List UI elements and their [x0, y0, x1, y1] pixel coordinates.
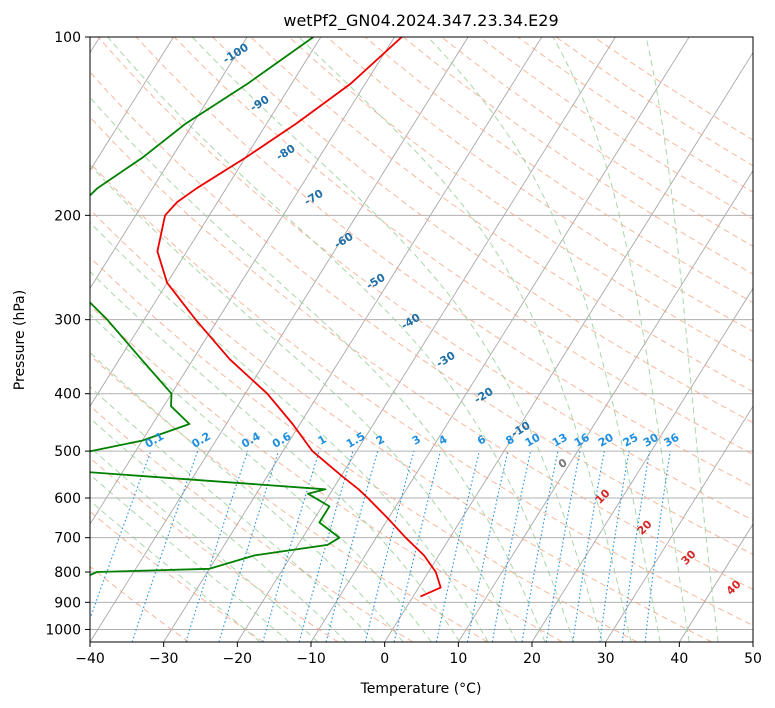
- y-tick-label: 500: [54, 444, 81, 460]
- y-tick-label: 200: [54, 208, 81, 224]
- dry-adiabat: [135, 37, 753, 488]
- x-tick-label: −30: [149, 651, 179, 667]
- dry-adiabat: [364, 37, 753, 304]
- x-tick-label: −10: [296, 651, 326, 667]
- y-tick-label: 1000: [45, 622, 81, 638]
- moist-adiabat: [90, 473, 290, 642]
- mixing-ratio-line: [393, 450, 442, 642]
- x-tick-label: 40: [670, 651, 688, 667]
- isotherm-line: [310, 37, 690, 642]
- data-layer: [90, 37, 442, 598]
- x-tick-label: 30: [597, 651, 615, 667]
- chart-title: wetPf2_GN04.2024.347.23.34.E29: [283, 11, 558, 31]
- dry-adiabat: [90, 510, 264, 642]
- y-tick-label: 300: [54, 313, 81, 329]
- dry-adiabat: [326, 37, 753, 333]
- x-tick-label: −20: [223, 651, 253, 667]
- x-axis-label: Temperature (°C): [360, 681, 482, 697]
- plot-frame: [89, 36, 754, 643]
- mixing-ratio-line: [364, 450, 415, 642]
- moist-adiabat: [90, 446, 319, 642]
- isotherm-line: [605, 405, 753, 642]
- mixing-ratio-line: [644, 451, 671, 642]
- isotherm-line: [90, 37, 322, 408]
- y-tick-label: 400: [54, 387, 81, 403]
- moist-adiabat: [90, 221, 489, 642]
- mixing-ratio-line: [298, 450, 354, 642]
- temperature-profile-line: [156, 37, 442, 598]
- y-tick-label: 100: [54, 30, 81, 46]
- axis-ticks: −40 −30 −20 −10 0 10 20 30 40 50 100 200 300 400 500 60…: [45, 30, 762, 667]
- dewpoint-profile-line: [90, 37, 341, 577]
- moist-adiabat: [427, 37, 661, 642]
- x-tick-label: 50: [744, 651, 762, 667]
- moist-adiabat: [90, 164, 517, 642]
- moist-adiabat: [298, 37, 632, 642]
- dry-adiabat: [90, 116, 753, 591]
- moist-adiabat: [90, 313, 432, 642]
- isotherm-line: [384, 51, 753, 642]
- y-tick-label: 600: [54, 491, 81, 507]
- dry-adiabat: [90, 565, 190, 642]
- dry-adiabat: [90, 71, 753, 555]
- mixing-ratio-line: [218, 450, 280, 642]
- mixing-ratio-line: [131, 450, 199, 642]
- mixing-ratio-line: [621, 451, 651, 642]
- dry-adiabat: [97, 37, 753, 521]
- isotherm-line: [90, 37, 248, 290]
- moist-adiabat: [90, 96, 546, 642]
- y-tick-label: 900: [54, 595, 81, 611]
- moist-adiabat: [90, 351, 404, 642]
- dry-adiabat: [90, 457, 339, 642]
- isotherm-line: [163, 37, 543, 642]
- moist-adiabat: [645, 37, 719, 642]
- mixing-ratio-line: [185, 450, 249, 642]
- moist-adiabat: [90, 417, 347, 642]
- grid-layer: [90, 37, 753, 642]
- dry-adiabat: [288, 37, 753, 362]
- moist-adiabat: [191, 37, 603, 642]
- isotherm-line: [531, 287, 753, 642]
- mixing-ratio-line: [435, 450, 480, 642]
- isotherm-line: [236, 37, 616, 642]
- dry-adiabat: [90, 354, 488, 642]
- dry-adiabat: [174, 37, 753, 455]
- moist-adiabat: [90, 500, 261, 642]
- y-tick-label: 700: [54, 531, 81, 547]
- moist-adiabat: [552, 37, 690, 642]
- mixing-ratio-line: [325, 450, 379, 642]
- isotherm-line: [90, 37, 395, 525]
- dry-adiabat: [90, 162, 753, 627]
- y-axis-label: Pressure (hPa): [12, 290, 28, 390]
- isotherm-line: [457, 169, 753, 642]
- mixing-ratio-line: [599, 451, 630, 642]
- y-tick-label: 800: [54, 565, 81, 581]
- x-tick-label: 10: [449, 651, 467, 667]
- x-tick-label: −40: [75, 651, 105, 667]
- x-tick-label: 20: [523, 651, 541, 667]
- isotherm-line: [678, 523, 753, 642]
- moist-adiabat: [107, 37, 575, 642]
- isotherm-line: [90, 37, 174, 172]
- mixing-ratio-line: [572, 450, 605, 642]
- mixing-ratio-line: [262, 450, 320, 642]
- isotherm-line: [90, 37, 469, 642]
- dry-adiabat: [90, 208, 712, 642]
- x-tick-label: 0: [380, 651, 389, 667]
- dry-adiabat: [90, 405, 414, 642]
- dry-adiabat: [90, 304, 563, 642]
